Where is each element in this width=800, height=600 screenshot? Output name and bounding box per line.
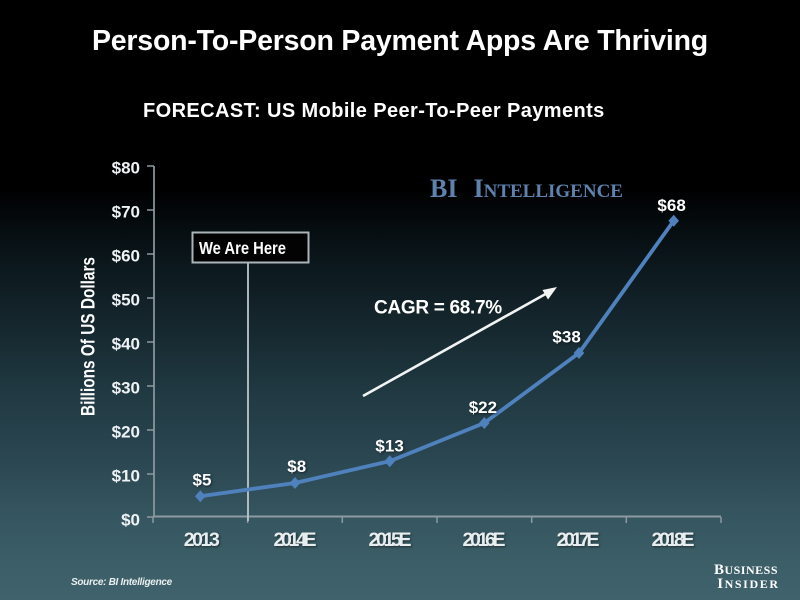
- svg-text:$22: $22: [469, 398, 497, 417]
- svg-text:$60: $60: [112, 247, 140, 266]
- svg-text:$10: $10: [112, 467, 140, 486]
- svg-text:We Are Here: We Are Here: [199, 238, 286, 258]
- svg-text:$13: $13: [375, 437, 403, 456]
- svg-text:$5: $5: [193, 471, 212, 490]
- svg-text:$20: $20: [112, 423, 140, 442]
- svg-text:$38: $38: [552, 328, 580, 347]
- svg-text:$30: $30: [112, 379, 140, 398]
- svg-text:$50: $50: [112, 291, 140, 310]
- svg-text:2013: 2013: [184, 529, 220, 551]
- svg-text:2014E: 2014E: [274, 529, 317, 551]
- svg-text:$70: $70: [112, 203, 140, 222]
- svg-text:2017E: 2017E: [557, 529, 600, 551]
- svg-text:$68: $68: [657, 196, 685, 215]
- svg-text:2015E: 2015E: [369, 529, 412, 551]
- svg-text:2016E: 2016E: [463, 529, 506, 551]
- svg-text:2018E: 2018E: [652, 529, 695, 551]
- svg-text:Billions Of US Dollars: Billions Of US Dollars: [79, 257, 100, 416]
- svg-text:$0: $0: [121, 511, 140, 530]
- svg-text:$80: $80: [112, 159, 140, 178]
- svg-text:$8: $8: [287, 457, 306, 476]
- svg-text:CAGR = 68.7%: CAGR = 68.7%: [374, 298, 502, 319]
- svg-text:$40: $40: [112, 335, 140, 354]
